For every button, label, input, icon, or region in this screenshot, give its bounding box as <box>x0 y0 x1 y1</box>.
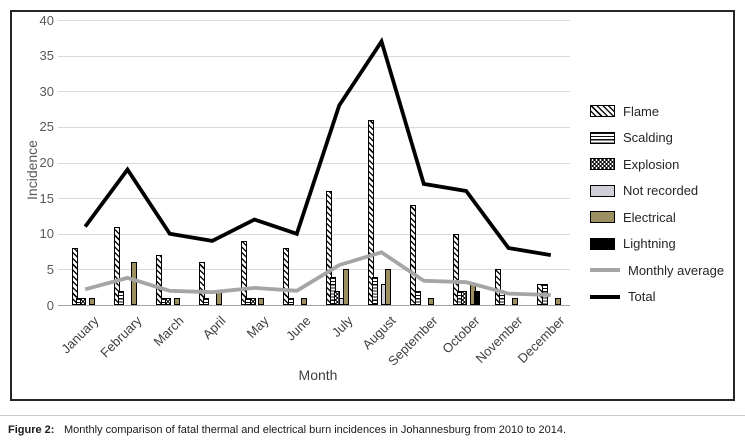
gridline <box>58 233 570 235</box>
bar-august-scalding <box>372 276 379 305</box>
bar-september-scalding <box>414 290 421 306</box>
x-axis-line <box>58 305 570 306</box>
chart-figure-box: 0 5 10 15 20 25 30 35 40 January February March Apri… <box>10 10 735 401</box>
bar-october-explosion <box>461 290 468 306</box>
bar-february-electrical <box>131 262 138 306</box>
legend-line-swatch-total <box>590 294 620 299</box>
bar-january-explosion <box>80 297 87 305</box>
y-tick-label: 40 <box>39 12 54 28</box>
gridline <box>58 55 570 57</box>
legend-swatch-scalding <box>590 131 615 144</box>
legend-item-explosion: Explosion <box>590 156 724 172</box>
x-tick-label-june: June <box>282 313 314 344</box>
bar-december-electrical <box>554 297 561 305</box>
y-tick-label: 0 <box>46 297 54 313</box>
legend-label-explosion: Explosion <box>623 156 680 172</box>
legend-swatch-not-recorded <box>590 184 615 197</box>
legend-item-electrical: Electrical <box>590 209 724 225</box>
bar-june-scalding <box>287 297 294 305</box>
legend-label-flame: Flame <box>623 103 660 119</box>
bar-november-scalding <box>499 290 506 306</box>
bar-march-electrical <box>173 297 180 305</box>
legend-swatch-flame <box>590 105 615 117</box>
figure-caption-label: Figure 2: <box>8 424 55 436</box>
y-axis-title: Incidence <box>24 140 40 200</box>
legend-item-scalding: Scalding <box>590 130 724 145</box>
legend-item-not-recorded: Not recorded <box>590 183 724 198</box>
x-tick-label-april: April <box>199 313 229 343</box>
bar-december-scalding <box>541 283 548 305</box>
legend-item-lightning: Lightning <box>590 236 724 251</box>
x-tick-label-may: May <box>243 313 272 341</box>
x-tick-label-july: July <box>328 313 356 340</box>
gridline <box>58 20 570 21</box>
bar-july-electrical <box>342 269 349 305</box>
legend-line-swatch-monthly-average <box>590 268 620 272</box>
x-tick-label-march: March <box>150 313 187 350</box>
monthly-average-line <box>84 250 551 297</box>
bar-january-flame <box>71 248 78 305</box>
bar-november-electrical <box>512 297 519 305</box>
x-axis-title: Month <box>298 367 338 383</box>
legend-item-monthly-average: Monthly average <box>590 262 725 278</box>
legend-swatch-explosion <box>590 158 615 170</box>
figure-caption: Figure 2: Monthly comparison of fatal the… <box>8 424 566 436</box>
legend-item-total: Total <box>590 289 724 304</box>
legend-item-flame: Flame <box>590 103 724 119</box>
bar-january-electrical <box>88 297 95 305</box>
bar-april-scalding <box>203 297 209 305</box>
bar-may-flame <box>241 240 247 305</box>
y-tick-label: 35 <box>39 48 54 64</box>
bar-august-electrical <box>385 269 392 305</box>
caption-divider <box>0 415 745 416</box>
legend-label-electrical: Electrical <box>623 209 676 225</box>
total-line <box>83 36 552 257</box>
y-tick-label: 15 <box>39 190 54 206</box>
gridline <box>58 91 570 93</box>
gridline <box>58 126 570 128</box>
legend-label-total: Total <box>628 289 656 304</box>
bar-june-electrical <box>300 297 307 305</box>
bar-june-flame <box>283 248 290 305</box>
legend-label-scalding: Scalding <box>623 130 673 145</box>
x-tick-label-february: February <box>96 313 145 361</box>
gridline <box>58 198 570 200</box>
bar-may-electrical <box>258 297 265 305</box>
legend-swatch-lightning <box>590 237 615 250</box>
bar-october-lightning <box>474 290 481 306</box>
bar-april-electrical <box>215 290 222 306</box>
legend-label-monthly-average: Monthly average <box>628 262 725 278</box>
y-tick-label: 20 <box>39 155 54 170</box>
legend-swatch-electrical <box>590 211 615 223</box>
y-tick-label: 30 <box>39 83 54 99</box>
bar-march-explosion <box>164 297 171 305</box>
x-tick-label-august: August <box>358 313 399 353</box>
bar-september-electrical <box>427 297 434 305</box>
y-tick-label: 10 <box>39 226 54 242</box>
bar-may-explosion <box>249 297 256 305</box>
gridline <box>58 162 570 164</box>
chart-legend: Flame Scalding Explosion Not recorded Electr… <box>590 104 724 304</box>
x-tick-label-january: January <box>58 313 102 357</box>
y-tick-label: 25 <box>39 119 54 135</box>
y-tick-label: 5 <box>46 261 54 277</box>
bar-february-scalding <box>118 290 125 306</box>
legend-label-not-recorded: Not recorded <box>623 183 699 198</box>
figure-caption-text: Monthly comparison of fatal thermal and … <box>64 424 567 436</box>
legend-label-lightning: Lightning <box>623 236 676 251</box>
